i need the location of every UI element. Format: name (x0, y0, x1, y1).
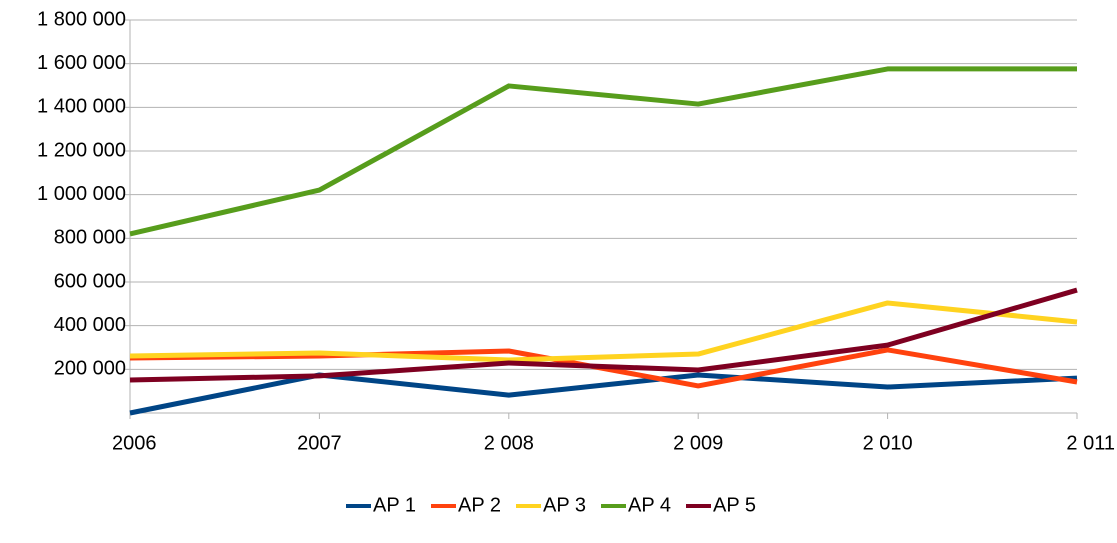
y-tick-label: 1 400 000 (37, 96, 126, 118)
series-line (129, 66, 1077, 237)
x-tick-label: 2 009 (673, 432, 723, 454)
x-tick-label: 2 008 (484, 432, 534, 454)
y-tick-label: 1 600 000 (37, 52, 126, 74)
y-tick-label: 800 000 (54, 227, 126, 249)
y-tick-label: 1 800 000 (37, 8, 126, 30)
series-line (129, 300, 1078, 363)
y-tick-label: 1 000 000 (37, 183, 126, 205)
x-tick-label: 2006 (112, 432, 157, 454)
series-line (129, 372, 1078, 416)
x-tick-label: 2 010 (863, 432, 913, 454)
legend-label: AP 3 (543, 494, 586, 516)
y-tick-label: 600 000 (54, 270, 126, 292)
x-tick-label: 2 011 (1066, 432, 1115, 454)
y-tick-label: 1 200 000 (37, 139, 126, 161)
y-tick-label: 200 000 (54, 358, 126, 380)
series-line (129, 287, 1078, 383)
y-tick-label: 400 000 (54, 314, 126, 336)
legend-label: AP 4 (628, 494, 671, 516)
legend-label: AP 5 (713, 494, 756, 516)
legend-label: AP 1 (373, 494, 416, 516)
legend-label: AP 2 (458, 494, 501, 516)
x-tick-label: 2007 (297, 432, 342, 454)
